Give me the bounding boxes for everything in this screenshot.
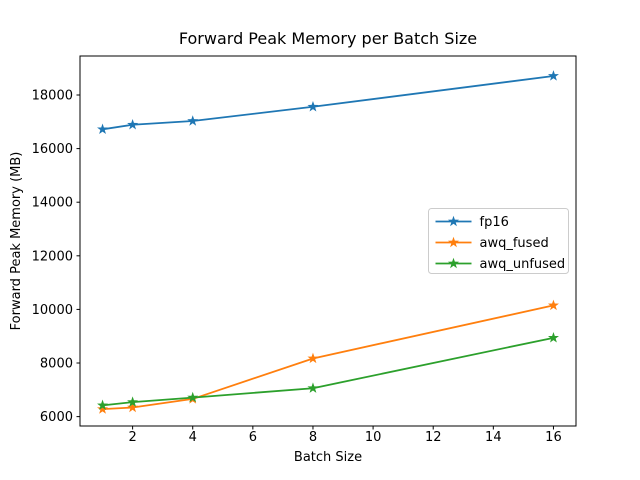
y-tick-label: 6000 xyxy=(40,410,73,425)
x-tick-label: 10 xyxy=(365,430,382,445)
x-axis-label: Batch Size xyxy=(294,450,362,465)
data-point-fp16-x2 xyxy=(127,118,139,130)
y-tick-label: 10000 xyxy=(32,303,73,318)
data-point-awq_unfused-x4 xyxy=(187,391,199,403)
legend-label-awq_fused: awq_fused xyxy=(480,236,549,251)
chart-title: Forward Peak Memory per Batch Size xyxy=(179,29,477,48)
legend-label-fp16: fp16 xyxy=(480,215,509,230)
data-point-awq_fused-x16 xyxy=(547,299,559,311)
data-point-awq_unfused-x1 xyxy=(97,399,109,411)
x-tick-label: 4 xyxy=(189,430,197,445)
legend-label-awq_unfused: awq_unfused xyxy=(480,257,566,272)
plot-area: 2 4 6 8 10 12 14 16 6000 8000 10000 12000 14000 16000… xyxy=(32,55,577,445)
data-point-fp16-x1 xyxy=(97,123,109,134)
y-axis-label: Forward Peak Memory (MB) xyxy=(9,152,24,331)
x-tick-label: 12 xyxy=(425,430,442,445)
y-tick-label: 18000 xyxy=(32,88,73,103)
y-tick-label: 8000 xyxy=(40,357,73,372)
y-tick-label: 16000 xyxy=(32,142,73,157)
x-tick-label: 2 xyxy=(128,430,136,445)
y-tick-label: 14000 xyxy=(32,196,73,211)
data-point-awq_fused-x1 xyxy=(97,403,109,414)
data-point-awq_fused-x2 xyxy=(127,401,139,413)
data-point-awq_unfused-x8 xyxy=(307,382,319,393)
data-point-awq_unfused-x16 xyxy=(547,332,559,343)
series-line-fp16 xyxy=(101,75,555,131)
x-tick-label: 16 xyxy=(545,430,562,445)
y-tick-label: 12000 xyxy=(32,249,73,264)
data-point-awq_fused-x8 xyxy=(307,352,319,364)
data-point-fp16-x8 xyxy=(307,100,319,112)
series-line-awq_unfused xyxy=(101,336,555,407)
x-tick-label: 6 xyxy=(249,430,257,445)
data-point-fp16-x4 xyxy=(187,115,199,126)
legend-marker-fp16 xyxy=(447,215,460,227)
series-line-awq_fused xyxy=(101,304,555,411)
legend-marker-awq_unfused xyxy=(447,257,460,269)
legend-box xyxy=(428,208,569,274)
x-tick-label: 8 xyxy=(309,430,317,445)
data-point-awq_unfused-x2 xyxy=(127,396,139,407)
axes-spines xyxy=(79,55,577,427)
x-tick-label: 14 xyxy=(485,430,502,445)
legend-marker-awq_fused xyxy=(447,236,460,248)
data-point-fp16-x16 xyxy=(547,70,559,81)
